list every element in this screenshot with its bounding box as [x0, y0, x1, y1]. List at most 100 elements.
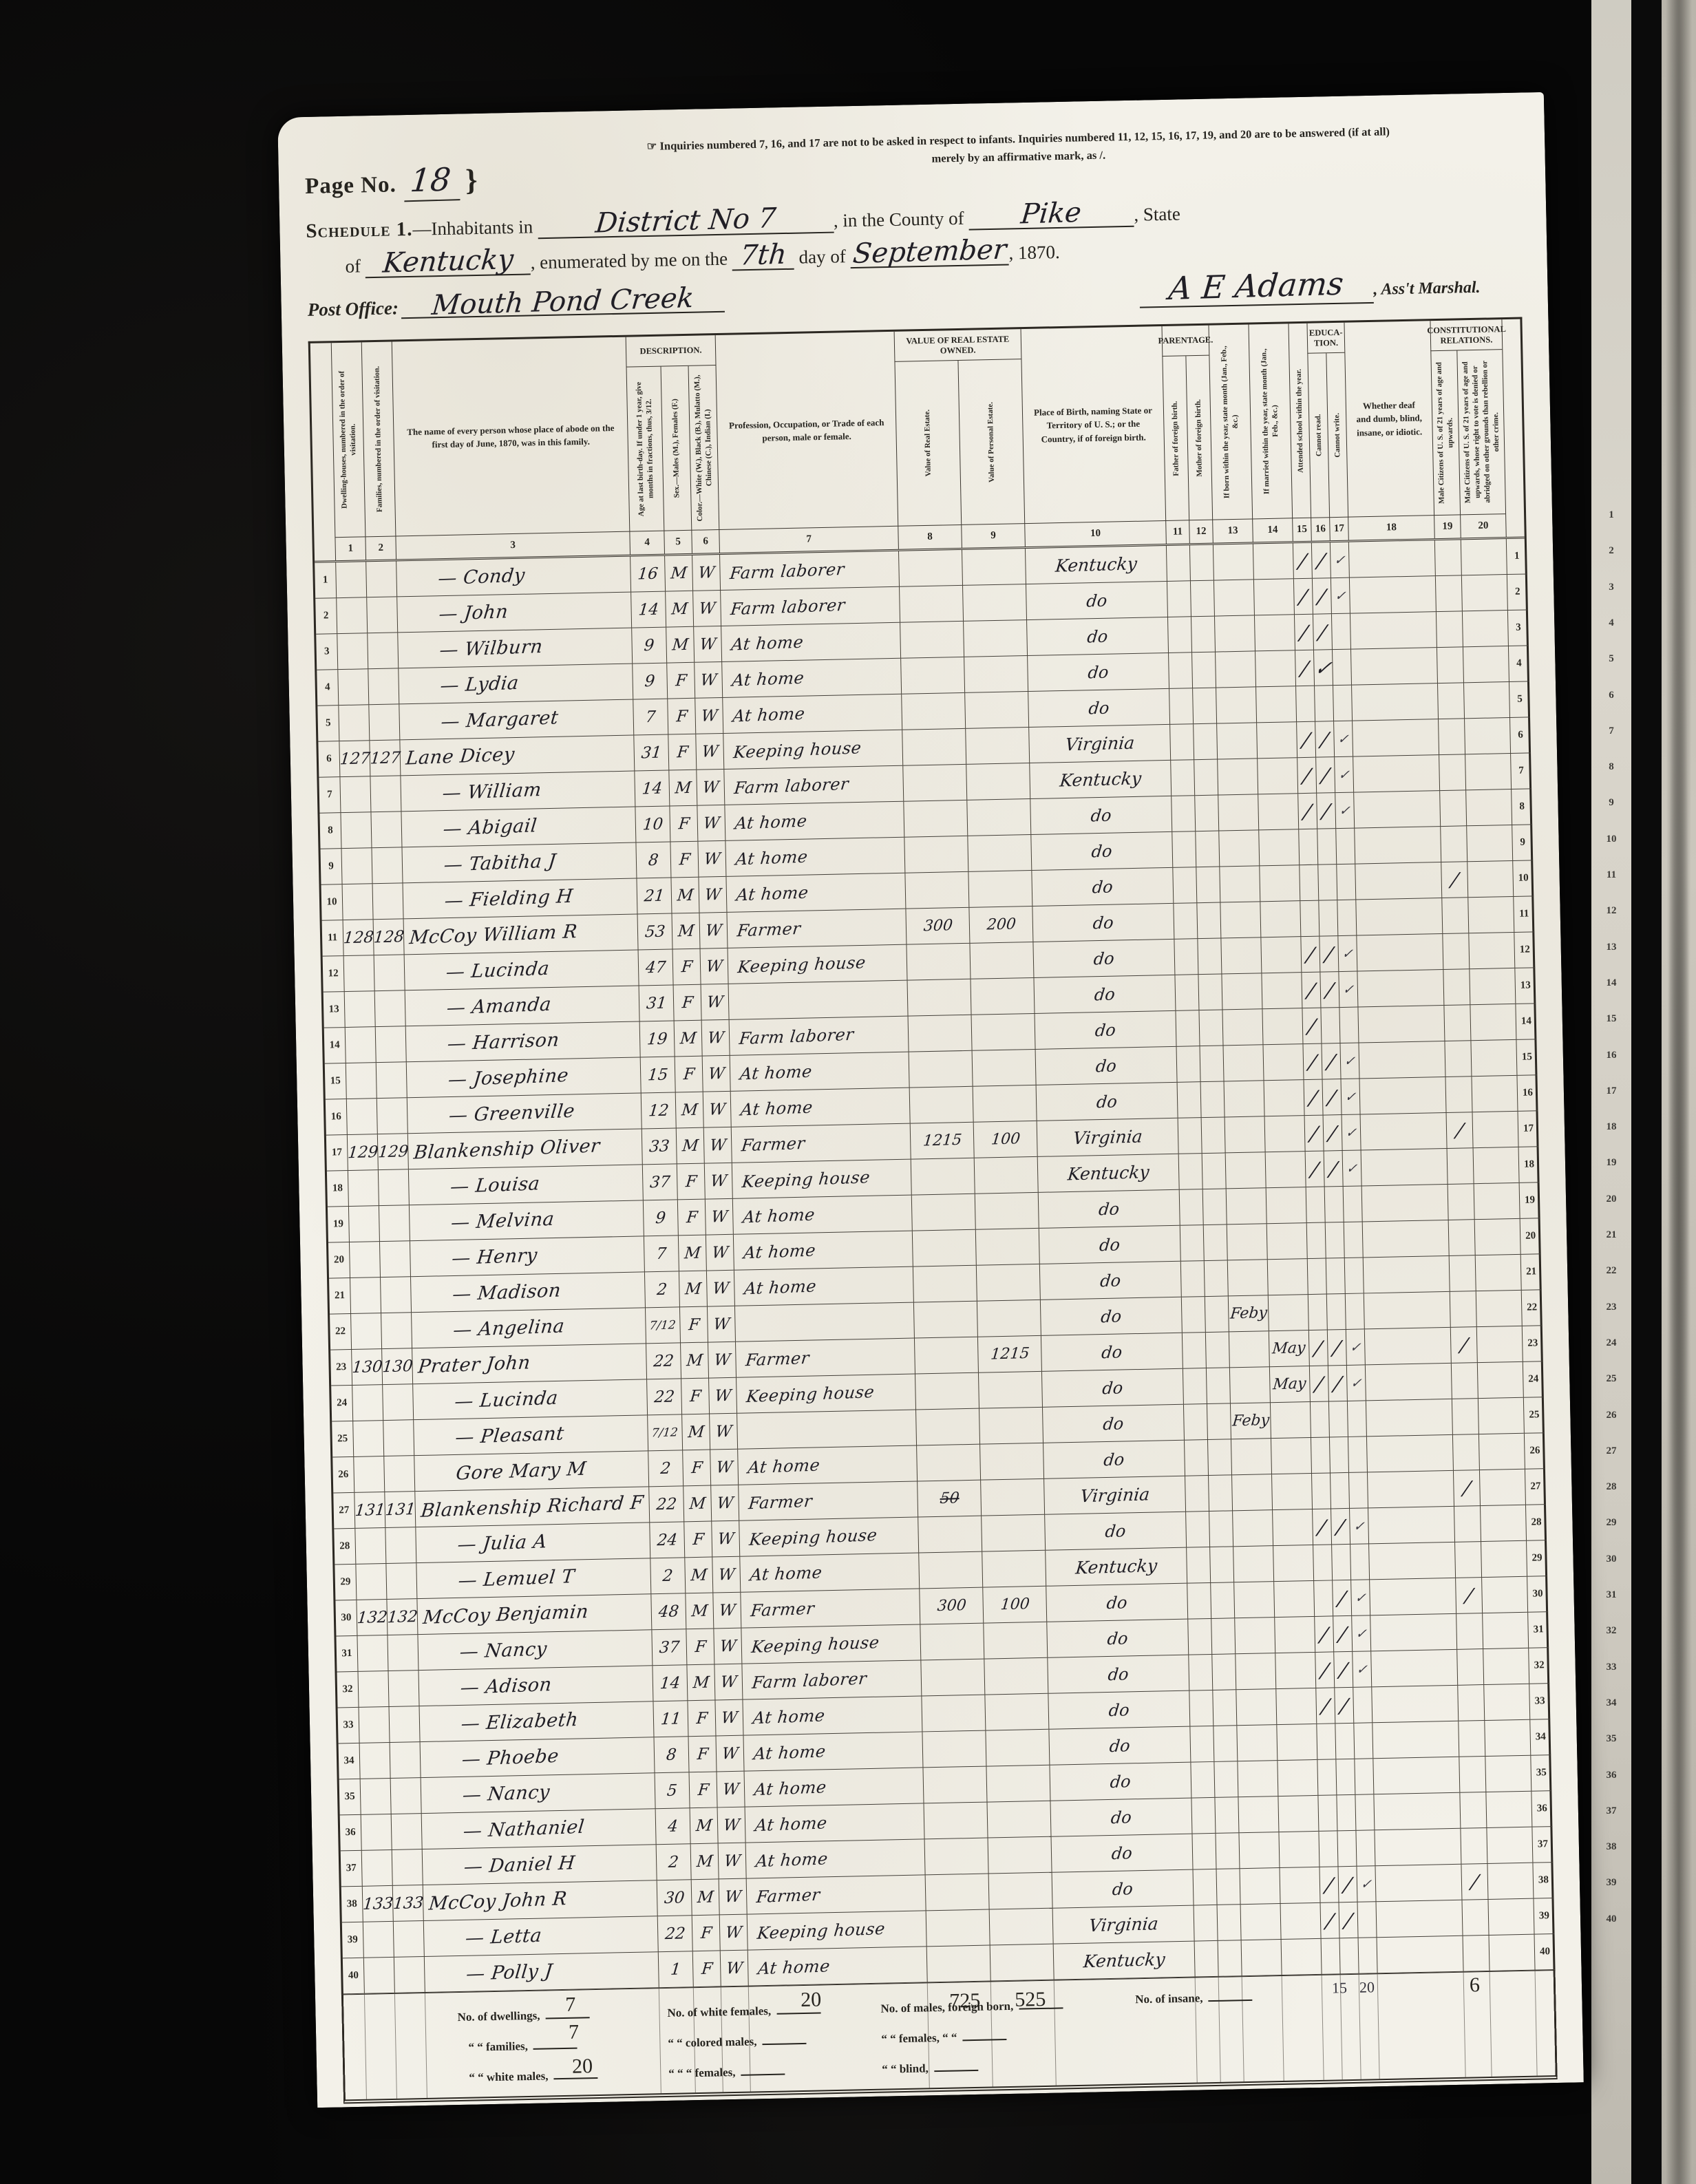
- cell-birthplace-value: do: [1091, 876, 1114, 897]
- cell-sex-value: F: [687, 1315, 701, 1334]
- cell-mother-foreign: [1189, 580, 1214, 617]
- cell-dwelling: [335, 562, 367, 599]
- row-number: 6: [318, 741, 340, 778]
- row-number: 34: [338, 1743, 360, 1780]
- row-number: 14: [324, 1028, 346, 1064]
- cell-sex: F: [686, 1629, 714, 1666]
- adjacent-page-row-number: 39: [1606, 1877, 1617, 1889]
- cell-disability: [1356, 934, 1443, 972]
- cell-color: W: [697, 840, 726, 878]
- cell-marriage-month: [1257, 758, 1298, 795]
- cell-male-citizen: [1449, 1291, 1476, 1328]
- cell-occupation: Farm laborer: [723, 765, 904, 805]
- cell-occupation: At home: [743, 1768, 924, 1807]
- cell-family: [388, 1706, 420, 1743]
- cell-father-foreign: [1187, 1582, 1211, 1620]
- cell-real-estate-value: 300: [936, 1596, 967, 1615]
- cell-attended-school-value: /: [1301, 763, 1313, 787]
- cell-birthplace: Virginia: [1028, 724, 1171, 764]
- cell-attended-school: /: [1295, 650, 1315, 687]
- cell-attended-school: /: [1319, 1867, 1339, 1903]
- cell-family-value: 132: [386, 1607, 418, 1626]
- cell-birth-month: [1229, 1367, 1270, 1404]
- cell-sex: M: [689, 1807, 718, 1845]
- cell-birthplace: do: [1047, 1655, 1189, 1694]
- cell-marriage-month: [1264, 1116, 1305, 1153]
- cell-name-value: McCoy William R: [408, 921, 579, 949]
- cell-name-value: McCoy John R: [427, 1888, 569, 1915]
- cell-birthplace: do: [1048, 1690, 1190, 1730]
- cell-sex-value: F: [675, 707, 688, 725]
- cell-occupation: At home: [733, 1266, 913, 1306]
- cell-birth-month: [1238, 1832, 1280, 1869]
- cell-sex: M: [680, 1342, 709, 1379]
- cell-attended-school: [1320, 1938, 1340, 1975]
- cell-father-foreign: [1167, 617, 1192, 653]
- cell-occupation-value: At home: [735, 882, 810, 905]
- year-label: , 1870.: [1008, 241, 1061, 264]
- cell-mother-foreign: [1196, 867, 1220, 904]
- cell-age-value: 14: [641, 779, 664, 798]
- cell-birthplace-value: Virginia: [1079, 1484, 1151, 1507]
- cell-family: [392, 1921, 424, 1958]
- row-number: 2: [315, 598, 337, 635]
- cell-birthplace-value: do: [1108, 1735, 1132, 1756]
- cell-father-foreign: [1188, 1654, 1213, 1691]
- cell-sex: F: [668, 734, 697, 771]
- cell-real-estate: [898, 549, 963, 587]
- cell-cannot-read-value: /: [1336, 1586, 1348, 1610]
- cell-father-foreign: [1173, 903, 1198, 940]
- row-number-right: 26: [1523, 1433, 1545, 1470]
- summary-column-line: [1281, 1976, 1284, 2081]
- cell-name: — Harrison: [405, 1021, 640, 1063]
- cell-sex: M: [668, 770, 697, 807]
- row-number: 21: [329, 1277, 351, 1315]
- cell-occupation-value: Farmer: [748, 1491, 814, 1513]
- cell-sex: F: [667, 698, 696, 735]
- row-number: 25: [332, 1421, 354, 1458]
- cell-male-citizen: /: [1461, 1863, 1488, 1900]
- cell-cannot-write: [1346, 1401, 1366, 1437]
- cell-occupation: Farmer: [726, 909, 907, 948]
- summary-cannot-write-total: 20: [1359, 1978, 1375, 1996]
- cell-birthplace: do: [1044, 1512, 1187, 1551]
- cell-cannot-write: ✓: [1338, 971, 1358, 1008]
- cell-cannot-read: /: [1331, 1508, 1350, 1545]
- cell-age-value: 4: [667, 1816, 679, 1836]
- cell-dwelling: [362, 1921, 394, 1958]
- cell-birthplace-value: do: [1110, 1843, 1134, 1863]
- cell-attended-school-value: /: [1299, 656, 1311, 680]
- cell-cannot-read-value: /: [1337, 1657, 1349, 1682]
- adjacent-page-row-number: 34: [1606, 1697, 1617, 1708]
- cell-age-value: 9: [643, 636, 655, 655]
- cell-birth-month: [1240, 1904, 1281, 1941]
- row-number-right: 28: [1525, 1505, 1547, 1541]
- cell-male-citizen: [1437, 683, 1465, 720]
- summary-column-line: [394, 1993, 397, 2099]
- cell-attended-school-value: /: [1319, 1658, 1331, 1682]
- summary-females-foreign-label-blank: [962, 2039, 1007, 2042]
- cell-color-value: W: [699, 635, 717, 654]
- cell-age: 11: [653, 1701, 688, 1738]
- cell-birthplace-value: do: [1094, 1019, 1117, 1040]
- header-cell-4: Age at last birth-day. If under 1 year, …: [626, 366, 664, 531]
- cell-mother-foreign: [1203, 1260, 1228, 1297]
- row-number: 24: [331, 1385, 353, 1422]
- cell-attended-school: [1318, 1831, 1338, 1867]
- cell-birthplace-value: do: [1099, 1270, 1122, 1291]
- cell-color-value: W: [708, 1136, 727, 1155]
- cell-personal-estate: [972, 1085, 1037, 1123]
- cell-color: W: [697, 805, 725, 842]
- cell-personal-estate: [971, 1049, 1036, 1087]
- cell-male-citizen: [1448, 1220, 1475, 1256]
- cell-mother-foreign: [1209, 1547, 1234, 1583]
- cell-personal-estate: [975, 1264, 1040, 1302]
- cell-birth-month: [1213, 615, 1255, 653]
- cell-name: — Margaret: [399, 699, 634, 741]
- cell-color: W: [705, 1234, 734, 1271]
- cell-real-estate: [907, 1015, 972, 1052]
- cell-cannot-read: [1328, 1436, 1348, 1474]
- cell-birthplace: Virginia: [1043, 1476, 1186, 1515]
- cell-male-citizen: /: [1452, 1470, 1481, 1507]
- cell-vote-denied: [1487, 1898, 1534, 1936]
